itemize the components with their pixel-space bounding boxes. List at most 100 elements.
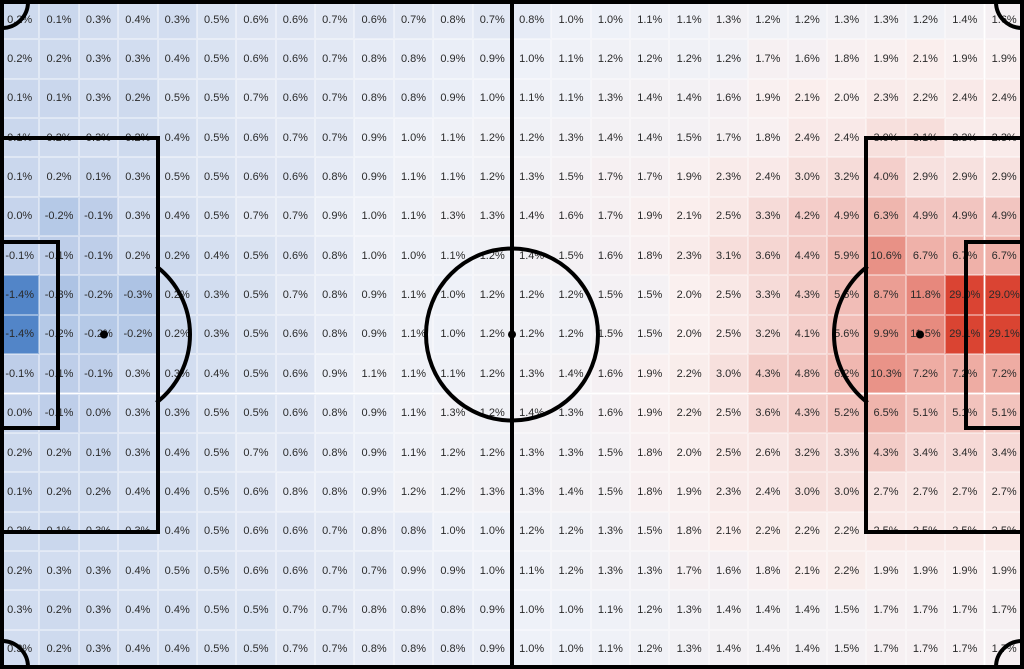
heatmap-cell: 1.1%: [354, 354, 393, 393]
heatmap-cell: 1.5%: [827, 590, 866, 629]
heatmap-cell: 1.2%: [473, 394, 512, 433]
heatmap-cell: 29.1%: [985, 315, 1024, 354]
heatmap-cell: 1.7%: [630, 157, 669, 196]
heatmap-cell: 2.4%: [945, 79, 984, 118]
heatmap-cell: 1.4%: [945, 0, 984, 39]
heatmap-cell: 0.4%: [197, 354, 236, 393]
heatmap-cell: 0.0%: [0, 394, 39, 433]
heatmap-cell: 3.2%: [788, 433, 827, 472]
heatmap-cell: 0.4%: [158, 512, 197, 551]
heatmap-cell: 1.0%: [473, 512, 512, 551]
heatmap-cell: 0.5%: [197, 157, 236, 196]
heatmap-cell: 1.5%: [669, 118, 708, 157]
heatmap-cell: 4.4%: [788, 236, 827, 275]
heatmap-cell: 0.5%: [197, 433, 236, 472]
heatmap-cell: 1.9%: [630, 354, 669, 393]
heatmap-cell: 1.2%: [748, 0, 787, 39]
heatmap-cell: 1.7%: [866, 590, 905, 629]
heatmap-cell: 1.7%: [591, 157, 630, 196]
heatmap-cell: 0.8%: [315, 157, 354, 196]
heatmap-cell: 1.1%: [433, 354, 472, 393]
heatmap-cell: 1.5%: [591, 275, 630, 314]
heatmap-cell: 0.3%: [118, 197, 157, 236]
heatmap-cell: 1.2%: [551, 275, 590, 314]
heatmap-cell: 0.7%: [315, 79, 354, 118]
heatmap-cell: 0.6%: [276, 354, 315, 393]
heatmap-cell: 1.0%: [551, 590, 590, 629]
heatmap-cell: 0.4%: [118, 0, 157, 39]
heatmap-cell: 1.4%: [551, 354, 590, 393]
heatmap-cell: 0.3%: [118, 433, 157, 472]
heatmap-cell: 2.9%: [906, 157, 945, 196]
heatmap-cell: 3.6%: [748, 236, 787, 275]
heatmap-cell: 1.2%: [473, 118, 512, 157]
heatmap-cell: 1.7%: [866, 630, 905, 669]
heatmap-cell: 1.5%: [591, 472, 630, 511]
heatmap-cell: 1.9%: [630, 197, 669, 236]
heatmap-cell: 0.4%: [197, 236, 236, 275]
heatmap-cell: 1.0%: [512, 590, 551, 629]
heatmap-cell: 3.2%: [748, 315, 787, 354]
heatmap-cell: 2.5%: [709, 433, 748, 472]
heatmap-cell: 1.2%: [551, 551, 590, 590]
heatmap-cell: -1.4%: [0, 315, 39, 354]
heatmap-cell: 2.4%: [748, 157, 787, 196]
heatmap-cell: 4.3%: [866, 433, 905, 472]
heatmap-cell: 4.9%: [985, 197, 1024, 236]
heatmap-cell: 0.5%: [236, 590, 275, 629]
heatmap-cell: 2.2%: [827, 551, 866, 590]
heatmap-cell: 0.7%: [236, 79, 275, 118]
heatmap-cell: -0.2%: [39, 315, 78, 354]
heatmap-cell: 0.6%: [276, 39, 315, 78]
heatmap-cell: 0.1%: [39, 512, 78, 551]
heatmap-cell: 1.7%: [709, 118, 748, 157]
heatmap-cell: 0.8%: [315, 394, 354, 433]
heatmap-cell: 0.4%: [158, 197, 197, 236]
heatmap-cell: 0.5%: [236, 236, 275, 275]
heatmap-cell: 1.1%: [433, 236, 472, 275]
heatmap-cell: 0.8%: [354, 590, 393, 629]
heatmap-cell: 5.6%: [827, 275, 866, 314]
heatmap-cell: 2.2%: [748, 512, 787, 551]
heatmap-cell: 1.3%: [709, 0, 748, 39]
heatmap-cell: 0.3%: [118, 394, 157, 433]
heatmap-cell: 1.3%: [512, 157, 551, 196]
heatmap-cell: 0.4%: [158, 630, 197, 669]
heatmap-cell: 1.1%: [394, 394, 433, 433]
heatmap-cell: 7.2%: [945, 354, 984, 393]
heatmap-cell: -0.1%: [0, 354, 39, 393]
heatmap-cell: 0.5%: [197, 590, 236, 629]
heatmap-cell: 0.1%: [39, 0, 78, 39]
heatmap-cell: 4.3%: [788, 275, 827, 314]
heatmap-cell: 0.3%: [118, 354, 157, 393]
heatmap-cell: 0.4%: [158, 118, 197, 157]
heatmap-cell: 0.2%: [0, 433, 39, 472]
heatmap-cell: 1.3%: [512, 354, 551, 393]
heatmap-cell: 1.2%: [709, 39, 748, 78]
heatmap-cell: 0.7%: [354, 551, 393, 590]
heatmap-cell: 2.5%: [709, 315, 748, 354]
heatmap-cell: 0.2%: [118, 79, 157, 118]
heatmap-cell: 2.9%: [945, 157, 984, 196]
heatmap-cell: 1.2%: [473, 157, 512, 196]
heatmap-cell: -0.1%: [39, 354, 78, 393]
heatmap-cell: -0.1%: [79, 236, 118, 275]
heatmap-cell: 29.1%: [945, 315, 984, 354]
heatmap-cell: 5.1%: [945, 394, 984, 433]
heatmap-cell: 3.6%: [748, 394, 787, 433]
heatmap-cell: 1.5%: [551, 157, 590, 196]
heatmap-cell: 0.7%: [276, 275, 315, 314]
heatmap-cell: 1.4%: [669, 79, 708, 118]
heatmap-cell: 1.4%: [512, 197, 551, 236]
heatmap-cell: 10.6%: [866, 236, 905, 275]
heatmap-cell: 2.4%: [985, 79, 1024, 118]
heatmap-cell: -0.1%: [0, 236, 39, 275]
heatmap-cell: 0.2%: [158, 236, 197, 275]
heatmap-cell: 1.8%: [748, 118, 787, 157]
heatmap-cell: 5.6%: [827, 315, 866, 354]
heatmap-cell: 0.9%: [354, 433, 393, 472]
heatmap-cell: 0.2%: [158, 315, 197, 354]
heatmap-cell: 1.2%: [630, 590, 669, 629]
heatmap-cell: 2.5%: [985, 512, 1024, 551]
heatmap-cell: 0.5%: [236, 315, 275, 354]
